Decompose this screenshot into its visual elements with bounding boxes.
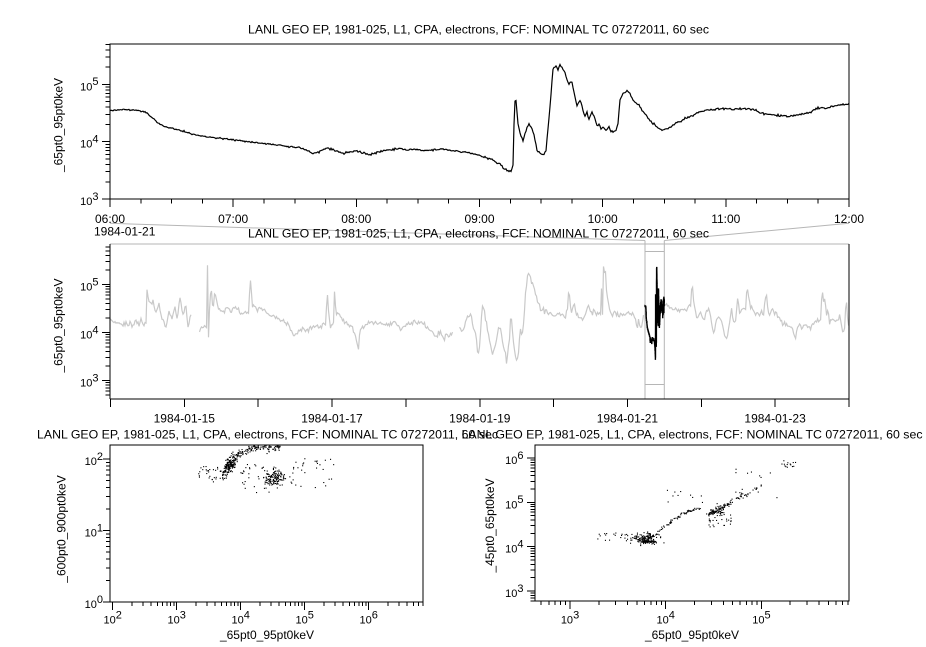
svg-text:_65pt0_95pt0keV: _65pt0_95pt0keV	[219, 628, 314, 642]
svg-text:11:00: 11:00	[711, 212, 740, 226]
svg-text:_65pt0_95pt0keV: _65pt0_95pt0keV	[52, 278, 66, 373]
svg-text:1984-01-23: 1984-01-23	[744, 412, 806, 426]
svg-text:10:00: 10:00	[588, 212, 618, 226]
svg-text:12:00: 12:00	[834, 212, 864, 226]
svg-text:07:00: 07:00	[218, 212, 248, 226]
svg-text:_65pt0_95pt0keV: _65pt0_95pt0keV	[52, 78, 66, 173]
svg-text:1984-01-21: 1984-01-21	[597, 412, 659, 426]
svg-text:1984-01-19: 1984-01-19	[449, 412, 511, 426]
svg-text:06:00: 06:00	[95, 212, 125, 226]
svg-text:_45pt0_65pt0keV: _45pt0_65pt0keV	[483, 478, 497, 573]
svg-text:08:00: 08:00	[341, 212, 371, 226]
svg-text:09:00: 09:00	[464, 212, 494, 226]
svg-text:LANL GEO EP, 1981-025, L1, CPA: LANL GEO EP, 1981-025, L1, CPA, electron…	[248, 23, 709, 37]
svg-text:1984-01-21: 1984-01-21	[94, 225, 156, 239]
svg-text:LANL GEO EP, 1981-025, L1, CPA: LANL GEO EP, 1981-025, L1, CPA, electron…	[37, 428, 498, 442]
svg-text:_65pt0_95pt0keV: _65pt0_95pt0keV	[644, 628, 739, 642]
svg-text:LANL GEO EP, 1981-025, L1, CPA: LANL GEO EP, 1981-025, L1, CPA, electron…	[248, 227, 709, 241]
svg-text:_600pt0_900pt0keV: _600pt0_900pt0keV	[55, 475, 69, 583]
svg-text:1984-01-17: 1984-01-17	[301, 412, 363, 426]
svg-text:LANL GEO EP, 1981-025, L1, CPA: LANL GEO EP, 1981-025, L1, CPA, electron…	[462, 428, 923, 442]
svg-text:1984-01-15: 1984-01-15	[154, 412, 216, 426]
